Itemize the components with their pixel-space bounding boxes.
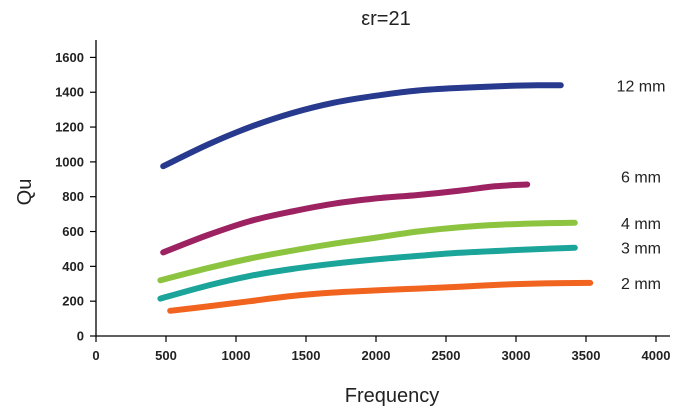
- series-line-12-mm: [160, 82, 564, 170]
- x-tick-label: 4000: [642, 348, 671, 363]
- series-line-3-mm: [157, 244, 578, 302]
- series-label-3-mm: 3 mm: [621, 241, 661, 258]
- y-tick-label: 1000: [55, 154, 84, 169]
- y-tick-label: 1400: [55, 85, 84, 100]
- series-label-6-mm: 6 mm: [621, 170, 661, 187]
- x-tick-label: 1000: [222, 348, 251, 363]
- series-label-12-mm: 12 mm: [617, 78, 666, 95]
- x-tick-label: 3500: [572, 348, 601, 363]
- y-tick-label: 200: [62, 294, 84, 309]
- x-tick-label: 500: [155, 348, 177, 363]
- series-line-2-mm: [167, 279, 594, 314]
- y-tick-label: 1200: [55, 120, 84, 135]
- x-tick-label: 0: [92, 348, 99, 363]
- series-line-6-mm: [160, 181, 531, 256]
- x-tick-label: 2000: [362, 348, 391, 363]
- chart-title: εr=21: [361, 8, 411, 30]
- x-tick-label: 1500: [292, 348, 321, 363]
- x-tick-label: 2500: [432, 348, 461, 363]
- series-label-4-mm: 4 mm: [621, 216, 661, 233]
- series-line-4-mm: [157, 219, 578, 284]
- x-axis-label: Frequency: [345, 385, 440, 407]
- y-tick-label: 800: [62, 189, 84, 204]
- ticks-layer: 0 200 400 600 800 1000 1200 1400 1600 0 500 1000 150…: [55, 50, 670, 363]
- series-label-2-mm: 2 mm: [621, 276, 661, 293]
- y-tick-label: 600: [62, 224, 84, 239]
- y-tick-label: 1600: [55, 50, 84, 65]
- series-labels-layer: 12 mm 6 mm 4 mm 3 mm 2 mm: [617, 78, 666, 293]
- y-tick-label: 400: [62, 259, 84, 274]
- y-axis-label: Qu: [14, 179, 36, 206]
- x-tick-label: 3000: [502, 348, 531, 363]
- y-tick-label: 0: [77, 329, 84, 344]
- series-layer: [157, 82, 594, 314]
